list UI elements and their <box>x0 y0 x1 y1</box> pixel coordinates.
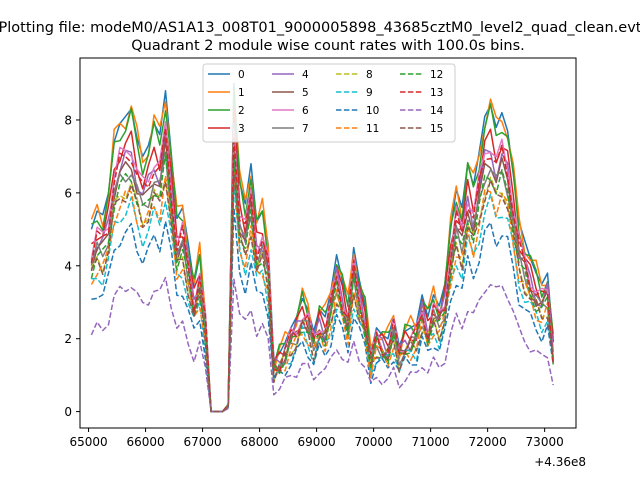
legend-label: 10 <box>366 105 379 117</box>
legend-label: 1 <box>238 87 245 99</box>
x-tick-label: 67000 <box>183 435 221 449</box>
x-tick-label: 66000 <box>126 435 164 449</box>
x-tick-label: 69000 <box>298 435 336 449</box>
legend-label: 14 <box>430 105 444 117</box>
chart-suptitle: Plotting file: modeM0/AS1A13_008T01_9000… <box>0 20 640 36</box>
series-lines <box>90 82 554 413</box>
legend-label: 2 <box>238 105 245 117</box>
y-tick-label: 8 <box>64 113 72 127</box>
legend-label: 0 <box>238 69 245 81</box>
legend-label: 15 <box>430 123 443 135</box>
x-tick-label: 65000 <box>69 435 107 449</box>
y-tick-label: 6 <box>64 186 72 200</box>
legend-label: 7 <box>302 123 309 135</box>
series-line-11 <box>90 166 554 413</box>
series-line-12 <box>90 151 554 413</box>
x-tick-label: 71000 <box>412 435 450 449</box>
legend-label: 12 <box>430 69 443 81</box>
series-line-13 <box>90 127 554 413</box>
legend-label: 4 <box>302 69 309 81</box>
series-line-7 <box>90 155 554 413</box>
series-line-2 <box>91 89 554 413</box>
chart-title: Quadrant 2 module wise count rates with … <box>131 38 525 54</box>
x-tick-label: 72000 <box>469 435 507 449</box>
x-axis: 65000 66000 67000 68000 69000 70000 71000 72000… <box>69 428 564 449</box>
series-line-9 <box>91 184 554 413</box>
y-tick-label: 2 <box>64 332 72 346</box>
y-tick-label: 0 <box>64 405 72 419</box>
series-line-0 <box>90 82 554 413</box>
y-tick-label: 4 <box>64 259 72 273</box>
legend-label: 9 <box>366 87 373 99</box>
legend-label: 11 <box>366 123 379 135</box>
legend-label: 13 <box>430 87 443 99</box>
x-tick-label: 73000 <box>526 435 564 449</box>
series-line-14 <box>90 276 554 413</box>
legend-box <box>202 63 456 143</box>
x-tick-label: 68000 <box>240 435 278 449</box>
legend-label: 3 <box>238 123 245 135</box>
x-tick-label: 70000 <box>355 435 393 449</box>
y-axis: 0 2 4 6 8 <box>64 113 80 419</box>
legend-label: 6 <box>302 105 309 117</box>
x-offset-label: +4.36e8 <box>534 455 586 469</box>
plot-frame <box>79 57 577 429</box>
series-line-10 <box>91 207 554 413</box>
legend-label: 5 <box>302 87 309 99</box>
legend-label: 8 <box>366 69 373 81</box>
series-line-15 <box>90 172 554 413</box>
